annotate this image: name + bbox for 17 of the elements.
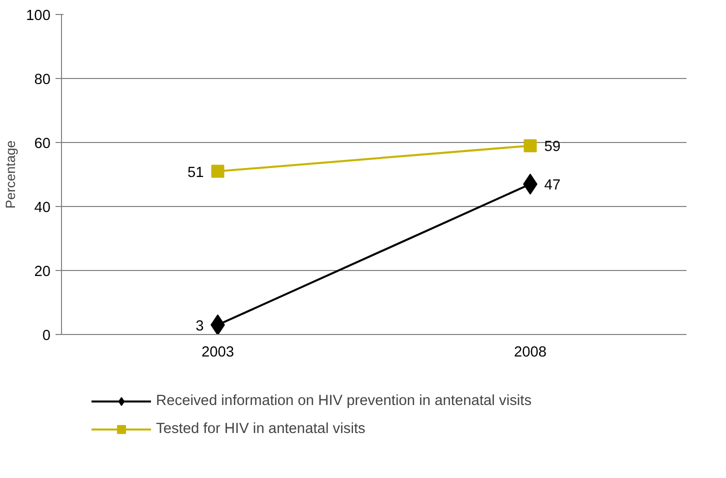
- data-label: 51: [187, 164, 204, 181]
- y-tick-label: 40: [34, 200, 51, 216]
- y-axis-title: Percentage: [3, 140, 18, 209]
- data-label: 59: [544, 139, 561, 156]
- legend-label: Tested for HIV in antenatal visits: [156, 421, 366, 437]
- y-tick-label: 100: [26, 8, 51, 24]
- legend-label: Received information on HIV prevention in antenatal visits: [156, 393, 532, 409]
- point: [211, 164, 224, 178]
- point: [524, 139, 537, 152]
- y-tick-label: 20: [34, 264, 51, 280]
- y-tick-label: 0: [42, 328, 51, 344]
- x-tick-label: 2008: [514, 344, 547, 360]
- x-tick-label: 2003: [201, 344, 234, 360]
- y-tick-label: 60: [34, 136, 51, 152]
- data-label: 47: [544, 178, 561, 194]
- y-tick-label: 80: [34, 72, 51, 88]
- data-label: 3: [196, 318, 204, 334]
